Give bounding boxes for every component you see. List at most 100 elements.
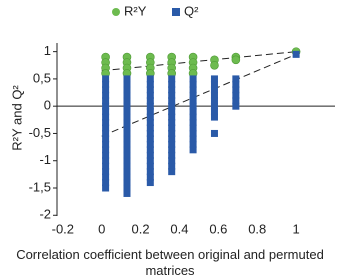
- q2-point: [168, 162, 176, 170]
- q2-point: [123, 124, 131, 132]
- q2-point: [168, 119, 176, 127]
- q2-point: [189, 97, 197, 105]
- q2-point: [189, 86, 197, 94]
- q2-point: [146, 108, 154, 116]
- q2-point: [146, 168, 154, 176]
- q2-point: [123, 80, 131, 88]
- q2-point: [168, 129, 176, 137]
- y-axis-label: R²Y and Q²: [9, 85, 24, 151]
- q2-point: [146, 124, 154, 132]
- q2-point: [146, 119, 154, 127]
- q2-point: [168, 151, 176, 159]
- x-tick-label: 0.8: [248, 221, 266, 236]
- q2-point: [146, 80, 154, 88]
- q2-point: [102, 140, 110, 148]
- q2-point: [168, 113, 176, 121]
- q2-point: [102, 91, 110, 99]
- y-tick-label: -1,5: [29, 179, 51, 194]
- q2-point: [102, 157, 110, 165]
- y-tick-label: -0,5: [29, 125, 51, 140]
- q2-point: [123, 168, 131, 176]
- q2-point: [123, 184, 131, 192]
- q2-point: [123, 129, 131, 137]
- q2-point: [210, 108, 218, 116]
- y-tick-label: 0,5: [33, 70, 51, 85]
- q2-point: [123, 119, 131, 127]
- q2-point: [123, 86, 131, 94]
- q2-point: [168, 75, 176, 83]
- q2-point: [168, 91, 176, 99]
- q2-point: [210, 75, 218, 83]
- x-tick-label: 0: [98, 221, 105, 236]
- q2-point: [102, 184, 110, 192]
- q2-point: [146, 102, 154, 110]
- x-axis-label: Correlation coefficient between original…: [16, 247, 324, 275]
- q2-point: [123, 151, 131, 159]
- q2-point: [232, 86, 240, 94]
- q2-point: [146, 91, 154, 99]
- q2-point: [189, 119, 197, 127]
- q2-point: [210, 86, 218, 94]
- q2-point: [232, 75, 240, 83]
- q2-point: [168, 124, 176, 132]
- q2-point: [123, 135, 131, 143]
- q2-point: [123, 189, 131, 197]
- q2-point: [146, 173, 154, 181]
- q2-point: [123, 75, 131, 83]
- r2y-point: [231, 55, 241, 65]
- q2-point: [102, 108, 110, 116]
- q2-point: [210, 129, 218, 137]
- q2-point: [168, 102, 176, 110]
- q2-point: [123, 162, 131, 170]
- q2-point: [146, 129, 154, 137]
- q2-point: [210, 80, 218, 88]
- q2-point: [189, 113, 197, 121]
- q2-point: [102, 97, 110, 105]
- q2-point: [168, 108, 176, 116]
- q2-point: [146, 135, 154, 143]
- q2-point: [102, 129, 110, 137]
- q2-point: [102, 75, 110, 83]
- q2-point: [123, 91, 131, 99]
- q2-point: [146, 75, 154, 83]
- q2-point: [189, 102, 197, 110]
- q2-point: [210, 102, 218, 110]
- q2-point: [102, 113, 110, 121]
- q2-point: [168, 80, 176, 88]
- q2-point: [232, 80, 240, 88]
- q2-point: [210, 97, 218, 105]
- y-tick-label: -1: [39, 152, 51, 167]
- x-tick-label: 1: [293, 221, 300, 236]
- q2-point: [102, 135, 110, 143]
- q2-point: [146, 151, 154, 159]
- q2-point: [102, 162, 110, 170]
- q2-point: [189, 80, 197, 88]
- q2-point: [146, 179, 154, 187]
- q2-point: [168, 97, 176, 105]
- q2-point: [146, 113, 154, 121]
- q2-point: [168, 140, 176, 148]
- r2y-point: [210, 60, 219, 70]
- x-tick-label: 0.6: [209, 221, 227, 236]
- q2-point: [102, 80, 110, 88]
- q2-point: [210, 113, 218, 121]
- legend-label: R²Y: [124, 3, 147, 18]
- q2-point: [102, 151, 110, 159]
- q2-point: [189, 135, 197, 143]
- q2-point: [102, 146, 110, 154]
- y-tick-label: -2: [39, 207, 51, 222]
- q2-point: [232, 97, 240, 105]
- q2-point: [189, 124, 197, 132]
- q2-point: [123, 108, 131, 116]
- q2-point: [123, 113, 131, 121]
- intercept-line: [101, 53, 297, 137]
- x-tick-label: -0.2: [52, 221, 74, 236]
- q2-point: [189, 129, 197, 137]
- q2-point: [123, 157, 131, 165]
- q2-point: [146, 140, 154, 148]
- legend-marker: [172, 8, 180, 16]
- x-tick-label: 0.2: [132, 221, 150, 236]
- q2-point: [189, 91, 197, 99]
